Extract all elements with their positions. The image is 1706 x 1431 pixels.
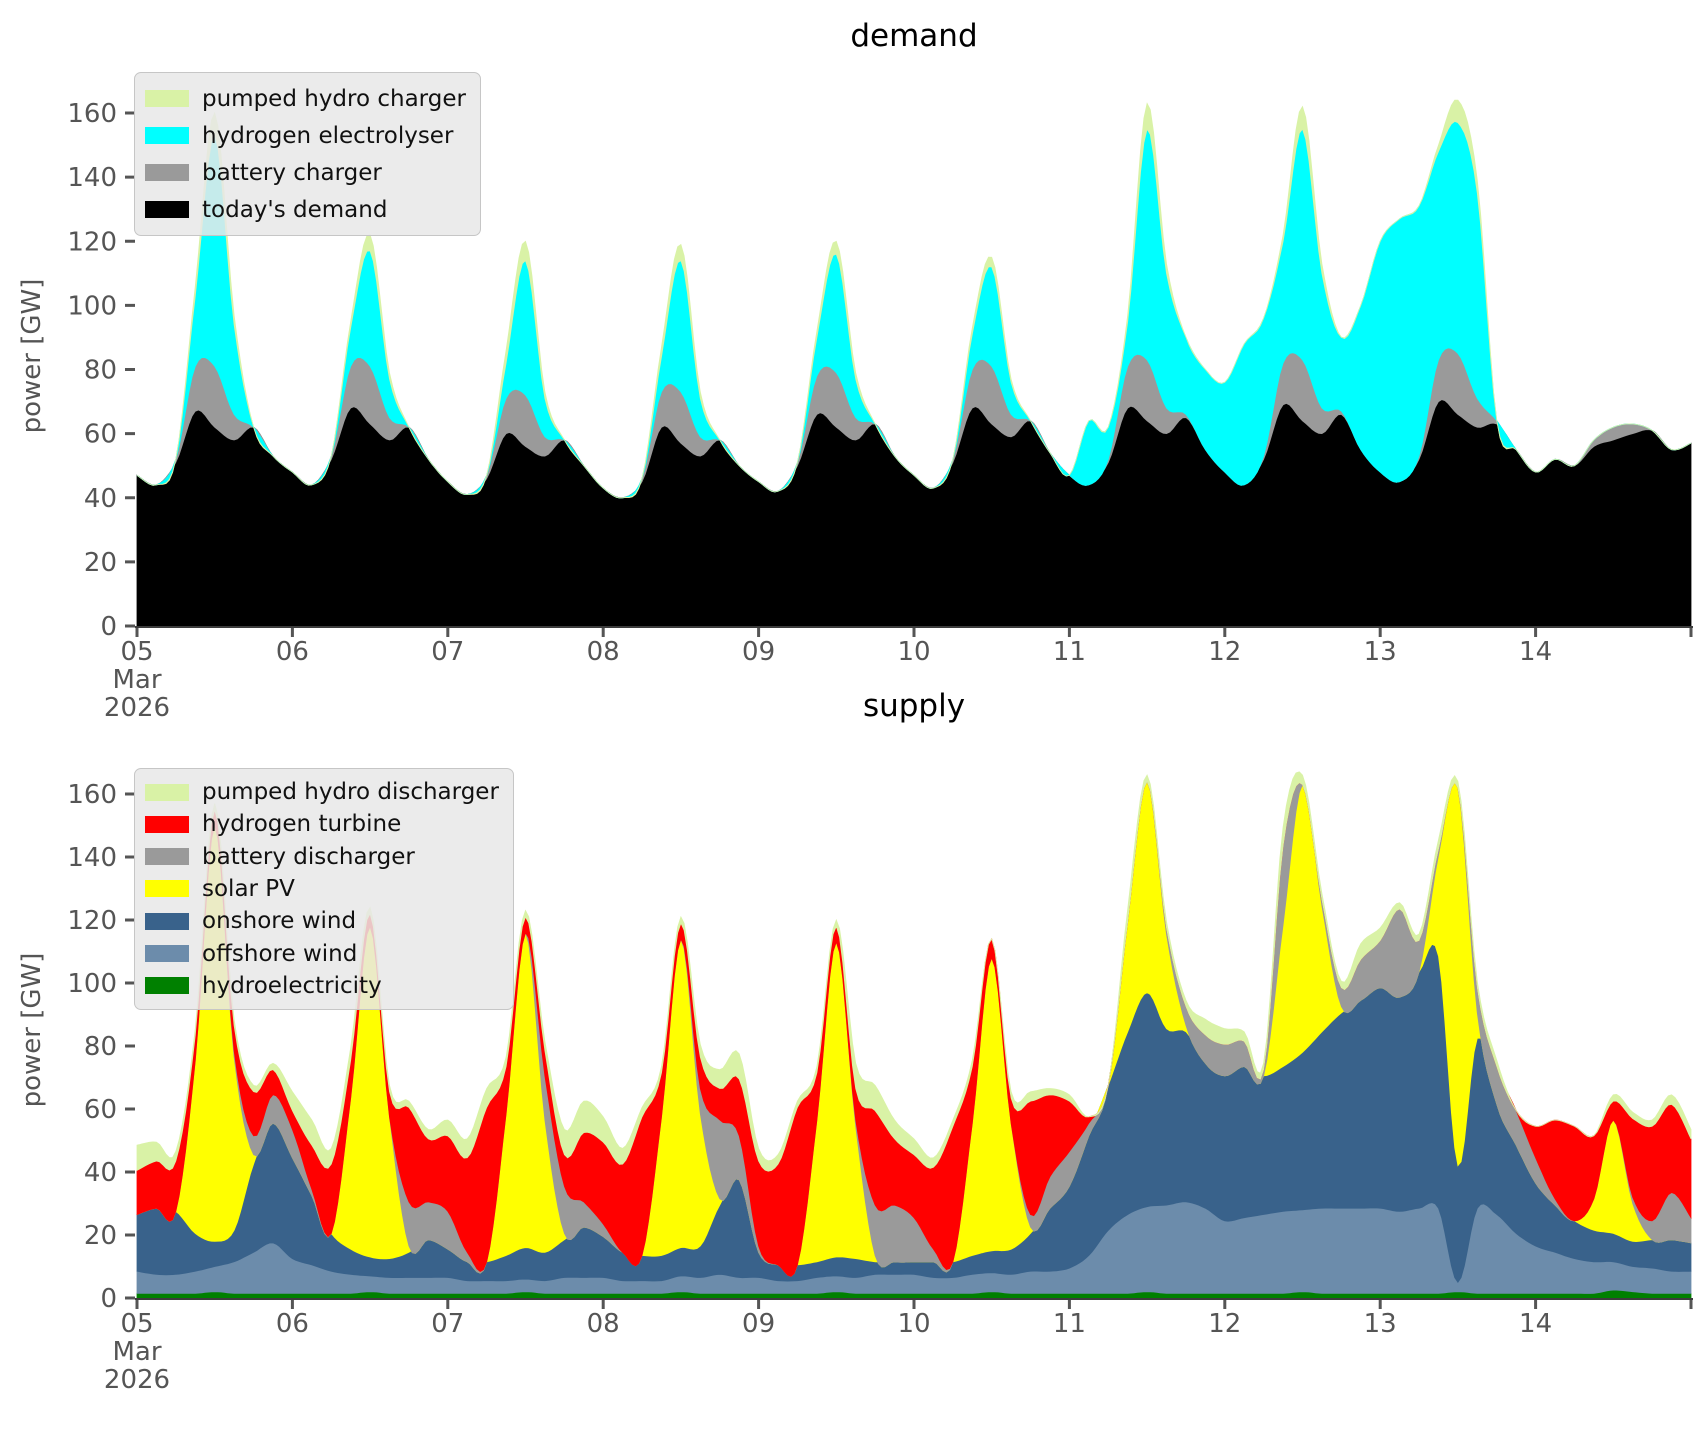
legend-swatch-pumped-hydro-charger [145, 90, 189, 107]
x-tick-label-demand-05: 05 [120, 637, 153, 667]
legend-swatch-solar-pv [145, 880, 189, 898]
y-tick-label-demand-160: 160 [67, 99, 117, 129]
y-tick-label-demand-20: 20 [84, 548, 117, 578]
y-tick-label-demand-100: 100 [67, 291, 117, 321]
y-tick-label-supply-80: 80 [84, 1032, 117, 1062]
y-tick-label-demand-0: 0 [100, 612, 117, 642]
legend-swatch-offshore-wind [145, 945, 189, 963]
legend-swatch-onshore-wind [145, 912, 189, 930]
x-tick-label-demand-2026: 2026 [104, 693, 170, 723]
x-tick-label-supply-mar: Mar [112, 1337, 161, 1367]
y-tick-label-demand-120: 120 [67, 227, 117, 257]
y-tick-label-demand-40: 40 [84, 484, 117, 514]
y-tick-label-supply-100: 100 [67, 969, 117, 999]
legend-label-hydrogen-electrolyser: hydrogen electrolyser [202, 122, 454, 149]
chart-title-supply: supply [862, 688, 966, 724]
legend-label-pumped-hydro-discharger: pumped hydro discharger [202, 779, 499, 806]
y-tick-label-supply-160: 160 [67, 780, 117, 810]
legend-supply: pumped hydro discharger hydrogen turbine b… [134, 768, 514, 1010]
x-tick-label-supply-06: 06 [276, 1309, 309, 1339]
chart-demand [125, 99, 1693, 637]
legend-label-offshore-wind: offshore wind [202, 940, 358, 967]
legend-swatch-hydroelectricity [145, 977, 189, 995]
legend-demand: pumped hydro charger hydrogen electrolyse… [134, 72, 481, 236]
legend-swatch-pumped-hydro-discharger [145, 783, 189, 801]
y-tick-label-demand-140: 140 [67, 163, 117, 193]
legend-swatch-battery-discharger [145, 848, 189, 866]
x-tick-label-demand-07: 07 [431, 637, 464, 667]
y-tick-label-demand-60: 60 [84, 420, 117, 450]
legend-swatch-hydrogen-turbine [145, 815, 189, 833]
x-tick-label-supply-08: 08 [587, 1309, 620, 1339]
y-tick-label-demand-80: 80 [84, 356, 117, 386]
x-tick-label-supply-13: 13 [1364, 1309, 1397, 1339]
legend-row-solar-pv: solar PV [145, 873, 499, 905]
x-tick-label-supply-10: 10 [897, 1309, 930, 1339]
x-tick-label-demand-09: 09 [742, 637, 775, 667]
y-tick-label-supply-140: 140 [67, 843, 117, 873]
y-axis-label-demand: power [GW] [17, 278, 47, 434]
y-tick-label-supply-60: 60 [84, 1095, 117, 1125]
x-tick-label-demand-08: 08 [587, 637, 620, 667]
legend-label-pumped-hydro-charger: pumped hydro charger [202, 85, 466, 112]
y-tick-label-supply-20: 20 [84, 1221, 117, 1251]
legend-swatch-today-s-demand [145, 201, 189, 218]
area-pumped-hydro-charger [136, 99, 1692, 499]
legend-row-offshore-wind: offshore wind [145, 938, 499, 970]
y-axis-label-supply: power [GW] [17, 952, 47, 1108]
legend-row-today-s-demand: today's demand [145, 194, 466, 226]
legend-label-hydroelectricity: hydroelectricity [202, 972, 382, 999]
legend-row-hydrogen-electrolyser: hydrogen electrolyser [145, 120, 466, 152]
area-today-s-demand [136, 399, 1692, 627]
legend-label-hydrogen-turbine: hydrogen turbine [202, 811, 402, 838]
legend-row-onshore-wind: onshore wind [145, 905, 499, 937]
y-tick-label-supply-120: 120 [67, 906, 117, 936]
legend-row-hydroelectricity: hydroelectricity [145, 970, 499, 1002]
legend-label-today-s-demand: today's demand [202, 196, 388, 223]
x-tick-label-supply-07: 07 [431, 1309, 464, 1339]
x-tick-label-demand-06: 06 [276, 637, 309, 667]
x-tick-label-supply-2026: 2026 [104, 1365, 170, 1395]
x-tick-label-demand-12: 12 [1208, 637, 1241, 667]
legend-row-pumped-hydro-charger: pumped hydro charger [145, 83, 466, 115]
legend-swatch-hydrogen-electrolyser [145, 127, 189, 144]
x-tick-label-demand-mar: Mar [112, 665, 161, 695]
chart-supply [125, 771, 1693, 1309]
x-tick-label-supply-09: 09 [742, 1309, 775, 1339]
x-tick-label-supply-14: 14 [1519, 1309, 1552, 1339]
chart-title-demand: demand [850, 18, 978, 54]
legend-row-pumped-hydro-discharger: pumped hydro discharger [145, 776, 499, 808]
legend-label-battery-discharger: battery discharger [202, 843, 415, 870]
legend-label-battery-charger: battery charger [202, 159, 382, 186]
x-tick-label-supply-05: 05 [120, 1309, 153, 1339]
x-tick-label-demand-14: 14 [1519, 637, 1552, 667]
legend-row-battery-charger: battery charger [145, 157, 466, 189]
x-tick-label-demand-10: 10 [897, 637, 930, 667]
legend-row-battery-discharger: battery discharger [145, 841, 499, 873]
area-pumped-hydro-discharger [136, 771, 1692, 1172]
legend-swatch-battery-charger [145, 164, 189, 181]
x-tick-label-supply-11: 11 [1053, 1309, 1086, 1339]
legend-row-hydrogen-turbine: hydrogen turbine [145, 808, 499, 840]
x-tick-label-demand-11: 11 [1053, 637, 1086, 667]
x-tick-label-supply-12: 12 [1208, 1309, 1241, 1339]
y-tick-label-supply-0: 0 [100, 1284, 117, 1314]
x-tick-label-demand-13: 13 [1364, 637, 1397, 667]
legend-label-onshore-wind: onshore wind [202, 908, 357, 935]
legend-label-solar-pv: solar PV [202, 875, 295, 902]
y-tick-label-supply-40: 40 [84, 1158, 117, 1188]
